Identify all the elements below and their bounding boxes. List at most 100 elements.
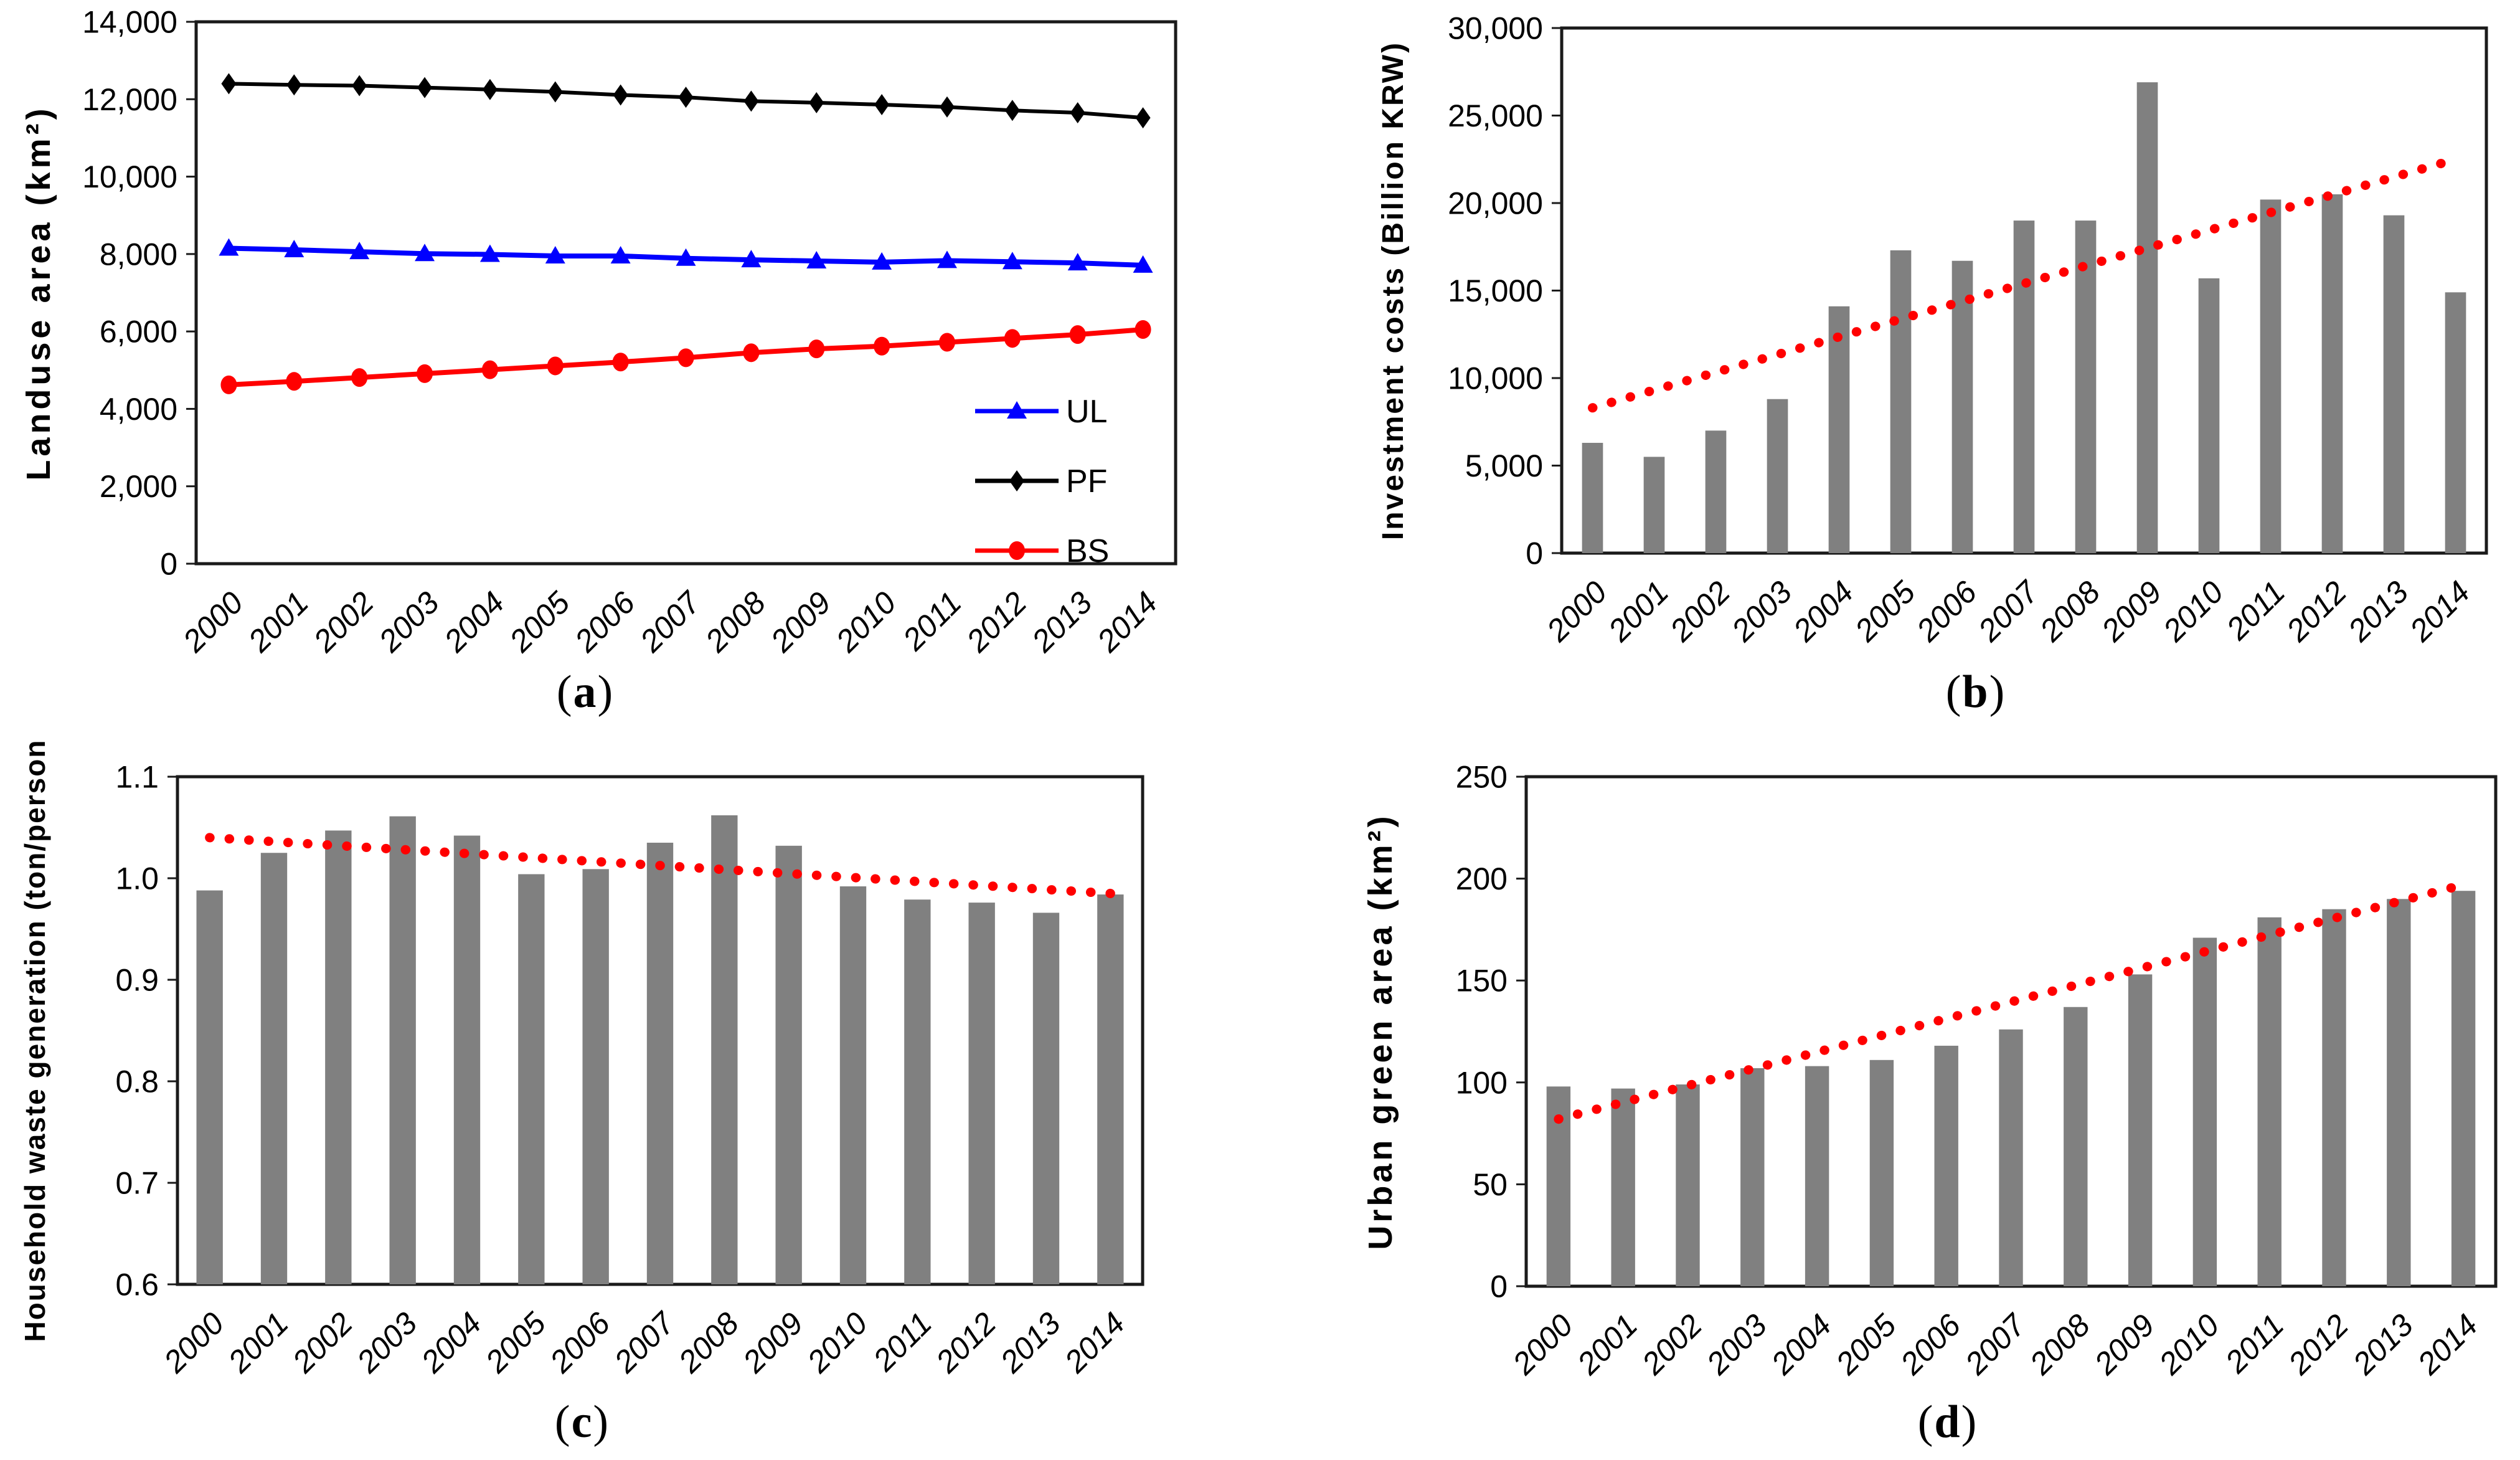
x-axis-tick-label: 2000 — [1539, 574, 1613, 648]
x-axis-tick-label: 2008 — [671, 1306, 745, 1380]
diamond-marker — [1135, 107, 1151, 129]
y-axis-tick-label: 1.1 — [115, 760, 159, 795]
y-axis-tick-label: 1.0 — [115, 861, 159, 896]
y-axis-title: Household waste generation (ton/person ) — [19, 730, 51, 1342]
x-axis-tick-label: 2002 — [1663, 574, 1737, 648]
bar — [196, 890, 223, 1284]
caption-letter: c — [571, 1396, 593, 1448]
triangle-marker — [872, 252, 892, 270]
x-axis-tick-label: 2009 — [2094, 574, 2168, 648]
x-axis-tick-label: 2001 — [241, 585, 315, 659]
diamond-marker — [809, 92, 824, 113]
bar — [2192, 937, 2217, 1286]
y-axis-tick-label: 0 — [1490, 1269, 1508, 1304]
circle-marker — [1135, 320, 1151, 339]
y-axis-tick-label: 50 — [1473, 1167, 1508, 1202]
urban-green-area-chart: 0501001502002502000200120022003200420052… — [1362, 760, 2498, 1382]
bar — [1611, 1088, 1635, 1286]
panel-b-investment-bar-chart: 0 5,000 10,000 15,000 20,000 25,000 30,000 2000… — [1260, 0, 2520, 730]
y-axis-tick-label: 30,000 — [1448, 11, 1543, 46]
x-axis-tick-label: 2001 — [221, 1306, 295, 1380]
triangle-marker — [1133, 255, 1153, 273]
x-axis-tick-label: 2001 — [1601, 574, 1675, 648]
bar — [260, 853, 288, 1284]
x-axis-tick-label: 2011 — [2219, 574, 2291, 647]
x-axis-tick-label: 2013 — [1025, 585, 1099, 659]
diamond-marker — [743, 90, 759, 112]
bar — [1828, 306, 1850, 553]
x-axis-tick-label: 2007 — [1971, 574, 2046, 649]
y-axis-tick-label: 15,000 — [1448, 273, 1543, 308]
y-axis-tick-label: 6,000 — [100, 315, 177, 349]
diamond-marker — [678, 87, 694, 108]
triangle-marker — [479, 244, 500, 262]
x-axis-tick-label: 2000 — [156, 1306, 230, 1380]
y-axis-tick-label: 0.7 — [115, 1166, 159, 1201]
x-axis-tick-label: 2005 — [478, 1306, 552, 1380]
circle-marker — [743, 343, 760, 363]
diamond-marker — [1004, 100, 1020, 121]
x-axis-tick-label: 2007 — [607, 1305, 682, 1380]
diamond-marker — [221, 73, 237, 95]
x-axis-tick-label: 2002 — [306, 585, 380, 659]
x-axis-tick-label: 2000 — [1506, 1307, 1580, 1382]
triangle-marker — [676, 248, 696, 266]
x-axis-tick-label: 2011 — [2218, 1307, 2290, 1380]
x-axis-tick-label: 2006 — [1894, 1307, 1968, 1382]
bar — [1097, 894, 1124, 1284]
x-axis-tick-label: 2011 — [895, 585, 968, 657]
bar — [453, 835, 481, 1284]
diamond-marker — [939, 96, 955, 118]
y-axis-tick-label: 0.6 — [115, 1268, 159, 1302]
diamond-marker — [352, 75, 367, 97]
diamond-marker — [417, 77, 433, 98]
y-axis-tick-label: 150 — [1456, 964, 1508, 998]
circle-marker — [677, 348, 694, 367]
x-axis-tick-label: 2010 — [2156, 574, 2230, 648]
x-axis-tick-label: 2005 — [1848, 574, 1922, 648]
bar — [2321, 194, 2343, 553]
x-axis-tick-label: 2003 — [372, 585, 446, 659]
y-axis-tick-label: 0 — [160, 547, 177, 582]
x-axis-tick-label: 2009 — [2087, 1307, 2161, 1382]
bar — [904, 899, 931, 1284]
diamond-marker — [286, 74, 302, 96]
landuse-area-chart: 0 2,000 4,000 6,000 8,000 10,000 12,000 14,000 2… — [20, 5, 1177, 659]
circle-marker — [351, 368, 368, 387]
bar — [2198, 278, 2220, 553]
triangle-marker — [610, 245, 631, 263]
bar — [1582, 442, 1603, 553]
triangle-marker — [1067, 253, 1088, 271]
bar — [1869, 1059, 1894, 1286]
x-axis-tick-label: 2003 — [1699, 1307, 1773, 1382]
x-axis-tick-label: 2004 — [437, 585, 511, 659]
triangle-marker — [415, 244, 435, 262]
y-axis-title: Landuse area (km²) — [20, 105, 57, 480]
x-axis-tick-label: 2012 — [2279, 574, 2353, 648]
x-axis-tick-label: 2008 — [2022, 1307, 2097, 1382]
circle-marker — [481, 360, 498, 379]
y-axis-tick-label: 25,000 — [1448, 98, 1543, 133]
y-axis-tick-label: 0 — [1526, 536, 1543, 571]
bar — [1643, 457, 1665, 553]
x-axis-tick-label: 2009 — [763, 585, 838, 659]
bar — [518, 874, 545, 1284]
triangle-marker — [937, 250, 957, 268]
x-axis-tick-label: 2007 — [1958, 1307, 2033, 1382]
trendline — [1554, 879, 2468, 1124]
circle-marker — [417, 364, 433, 383]
x-axis-tick-label: 2010 — [2152, 1307, 2226, 1382]
y-axis-tick-label: 8,000 — [100, 237, 177, 272]
bar — [2075, 220, 2097, 554]
legend-label-bs: BS — [1066, 533, 1109, 569]
bar — [1999, 1029, 2023, 1286]
x-axis-tick-label: 2002 — [285, 1306, 359, 1380]
x-axis-tick-label: 2005 — [503, 585, 577, 659]
caption-open-paren: ( — [1917, 1396, 1935, 1448]
x-axis-tick-label: 2012 — [960, 585, 1034, 659]
bar — [1676, 1084, 1700, 1286]
caption-close-paren: ) — [597, 666, 615, 718]
bar — [1934, 1045, 1958, 1286]
x-axis-tick-label: 2004 — [1764, 1307, 1838, 1382]
bar — [775, 845, 802, 1284]
